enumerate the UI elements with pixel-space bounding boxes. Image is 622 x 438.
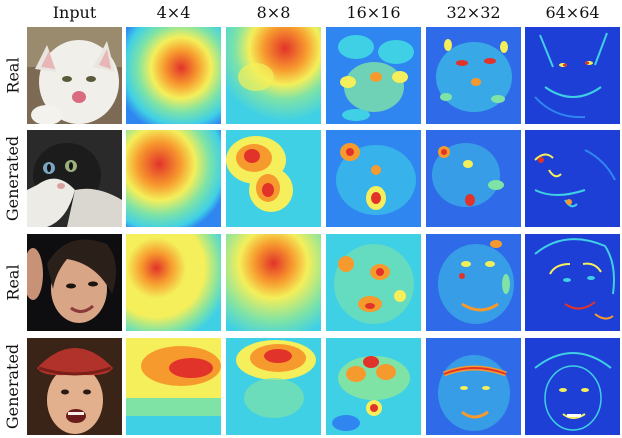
row-label-4: Generated (3, 343, 23, 430)
heatmap-row-2-16x16 (326, 130, 421, 227)
heatmap-row-4-4x4 (126, 338, 221, 435)
heatmap-row-2-32x32 (426, 130, 521, 227)
column-header-32x32: 32×32 (446, 3, 501, 22)
input-image-row-4 (27, 338, 122, 435)
column-header-input: Input (52, 3, 97, 22)
heatmap-row-4-64x64 (525, 338, 620, 435)
input-image-row-1 (27, 27, 122, 124)
heatmap-row-4-16x16 (326, 338, 421, 435)
input-image-row-2 (27, 130, 122, 227)
column-header-16x16: 16×16 (346, 3, 401, 22)
input-image-row-3 (27, 234, 122, 331)
heatmap-row-2-8x8 (226, 130, 321, 227)
heatmap-row-4-8x8 (226, 338, 321, 435)
heatmap-row-4-32x32 (426, 338, 521, 435)
row-label-3: Real (3, 264, 23, 301)
heatmap-row-3-64x64 (525, 234, 620, 331)
row-label-2: Generated (3, 135, 23, 222)
row-label-1: Real (3, 57, 23, 94)
heatmap-row-1-8x8 (226, 27, 321, 124)
column-header-64x64: 64×64 (545, 3, 600, 22)
heatmap-row-1-64x64 (525, 27, 620, 124)
heatmap-row-3-4x4 (126, 234, 221, 331)
heatmap-row-1-16x16 (326, 27, 421, 124)
heatmap-row-3-32x32 (426, 234, 521, 331)
heatmap-row-3-8x8 (226, 234, 321, 331)
heatmap-row-1-32x32 (426, 27, 521, 124)
column-header-8x8: 8×8 (256, 3, 291, 22)
column-header-4x4: 4×4 (156, 3, 191, 22)
heatmap-row-2-64x64 (525, 130, 620, 227)
heatmap-row-1-4x4 (126, 27, 221, 124)
heatmap-row-3-16x16 (326, 234, 421, 331)
heatmap-row-2-4x4 (126, 130, 221, 227)
